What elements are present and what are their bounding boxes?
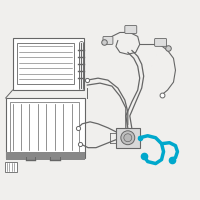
Bar — [13, 38, 84, 90]
Bar — [6, 98, 85, 158]
FancyBboxPatch shape — [155, 38, 167, 46]
Bar — [17, 43, 74, 84]
Circle shape — [124, 134, 132, 142]
Bar — [5, 162, 17, 172]
FancyBboxPatch shape — [125, 26, 137, 33]
Circle shape — [121, 131, 135, 145]
FancyBboxPatch shape — [103, 36, 113, 44]
Bar — [10, 102, 79, 152]
Bar — [6, 152, 85, 160]
Bar — [116, 128, 140, 148]
